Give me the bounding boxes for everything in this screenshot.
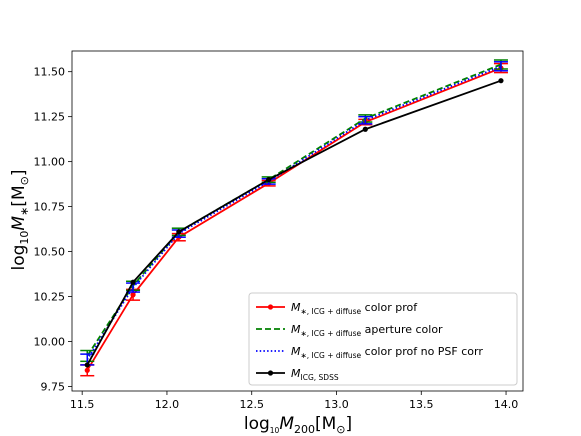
series-layer <box>80 59 508 377</box>
y-axis: 9.75 10.00 10.25 10.50 10.75 11.00 11.25 11.50 <box>34 66 72 394</box>
y-tick-label: 9.75 <box>41 381 66 394</box>
x-tick-label: 13.0 <box>324 398 349 411</box>
x-axis-label: log10M200[M⊙] <box>244 414 352 436</box>
data-point <box>498 78 504 84</box>
y-tick-label: 10.00 <box>34 336 66 349</box>
series-line-0 <box>86 67 502 371</box>
y-tick-label: 10.25 <box>34 291 66 304</box>
y-tick-label: 10.50 <box>34 246 66 259</box>
x-axis: 11.5 12.0 12.5 13.0 13.5 14.0 <box>70 391 518 411</box>
legend-box <box>248 292 518 386</box>
y-tick-label: 11.00 <box>34 156 66 169</box>
data-point <box>130 279 136 285</box>
data-point <box>84 362 90 368</box>
x-tick-label: 12.0 <box>155 398 180 411</box>
y-tick-label: 10.75 <box>34 201 66 214</box>
x-tick-label: 12.5 <box>239 398 264 411</box>
legend-label-1: M∗, ICG + diffuse aperture color <box>291 323 443 338</box>
y-tick-label: 11.25 <box>34 111 66 124</box>
legend-label-3: MICG, SDSS <box>291 367 339 382</box>
data-point <box>130 292 136 298</box>
series-line-3 <box>86 79 502 366</box>
plot-frame <box>71 50 524 392</box>
x-tick-label: 14.0 <box>494 398 519 411</box>
legend-marker-3 <box>267 370 274 376</box>
data-point <box>176 229 182 235</box>
data-point <box>84 367 90 373</box>
legend-label-0: M∗, ICG + diffuse color prof <box>291 301 418 316</box>
legend-marker-0 <box>267 304 274 310</box>
y-axis-label: log10M∗[M⊙] <box>9 170 31 271</box>
legend-label-2: M∗, ICG + diffuse color prof no PSF corr <box>291 345 483 360</box>
y-tick-label: 11.50 <box>34 66 66 79</box>
series-line-2 <box>86 65 502 361</box>
x-tick-label: 11.5 <box>70 398 95 411</box>
x-tick-label: 13.5 <box>409 398 434 411</box>
data-point <box>362 126 368 132</box>
series-line-1 <box>86 63 502 357</box>
data-point <box>266 177 272 183</box>
legend: M∗, ICG + diffuse color prof M∗, ICG + di… <box>248 292 518 386</box>
